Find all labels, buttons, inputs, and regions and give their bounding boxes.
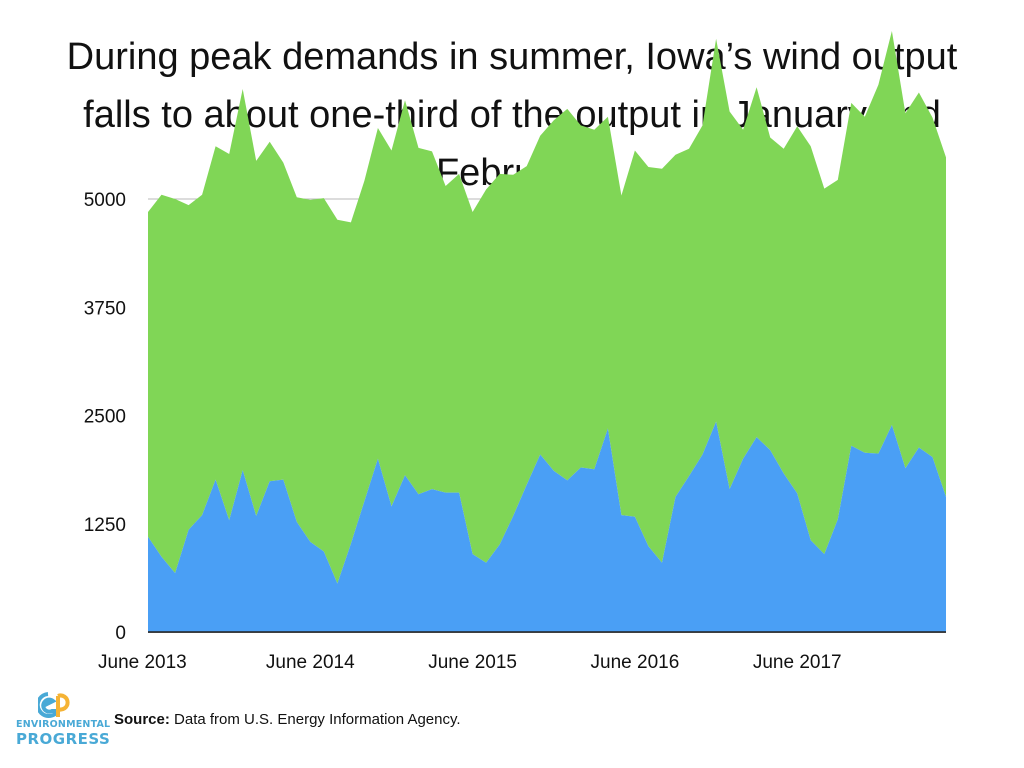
ep-logo-icon	[38, 692, 70, 718]
logo-line-1: ENVIRONMENTAL	[16, 719, 111, 730]
chart-areas	[148, 31, 946, 633]
series-area-1	[148, 31, 946, 584]
y-tick-label: 1250	[84, 515, 126, 536]
source-label: Source:	[114, 711, 170, 728]
y-tick-label: 0	[115, 623, 126, 644]
y-tick-label: 3750	[84, 298, 126, 319]
x-tick-label: June 2017	[753, 652, 842, 673]
x-tick-label: June 2013	[98, 652, 187, 673]
y-tick-label: 5000	[84, 190, 126, 211]
x-tick-label: June 2014	[266, 652, 355, 673]
x-tick-label: June 2016	[591, 652, 680, 673]
y-axis-ticks: 0 1250 2500 3750 5000	[84, 190, 126, 644]
x-tick-label: June 2015	[428, 652, 517, 673]
source-note: Source: Data from U.S. Energy Informatio…	[114, 711, 461, 728]
environmental-progress-logo: ENVIRONMENTAL PROGRESS	[16, 692, 111, 752]
y-tick-label: 2500	[84, 407, 126, 428]
series-area-0	[148, 421, 946, 632]
source-text: Data from U.S. Energy Information Agency…	[169, 711, 461, 728]
logo-line-2: PROGRESS	[16, 730, 111, 748]
chart-title: During peak demands in summer, Iowa’s wi…	[66, 36, 958, 194]
x-axis-ticks: June 2013 June 2014 June 2015 June 2016 June…	[98, 652, 842, 673]
